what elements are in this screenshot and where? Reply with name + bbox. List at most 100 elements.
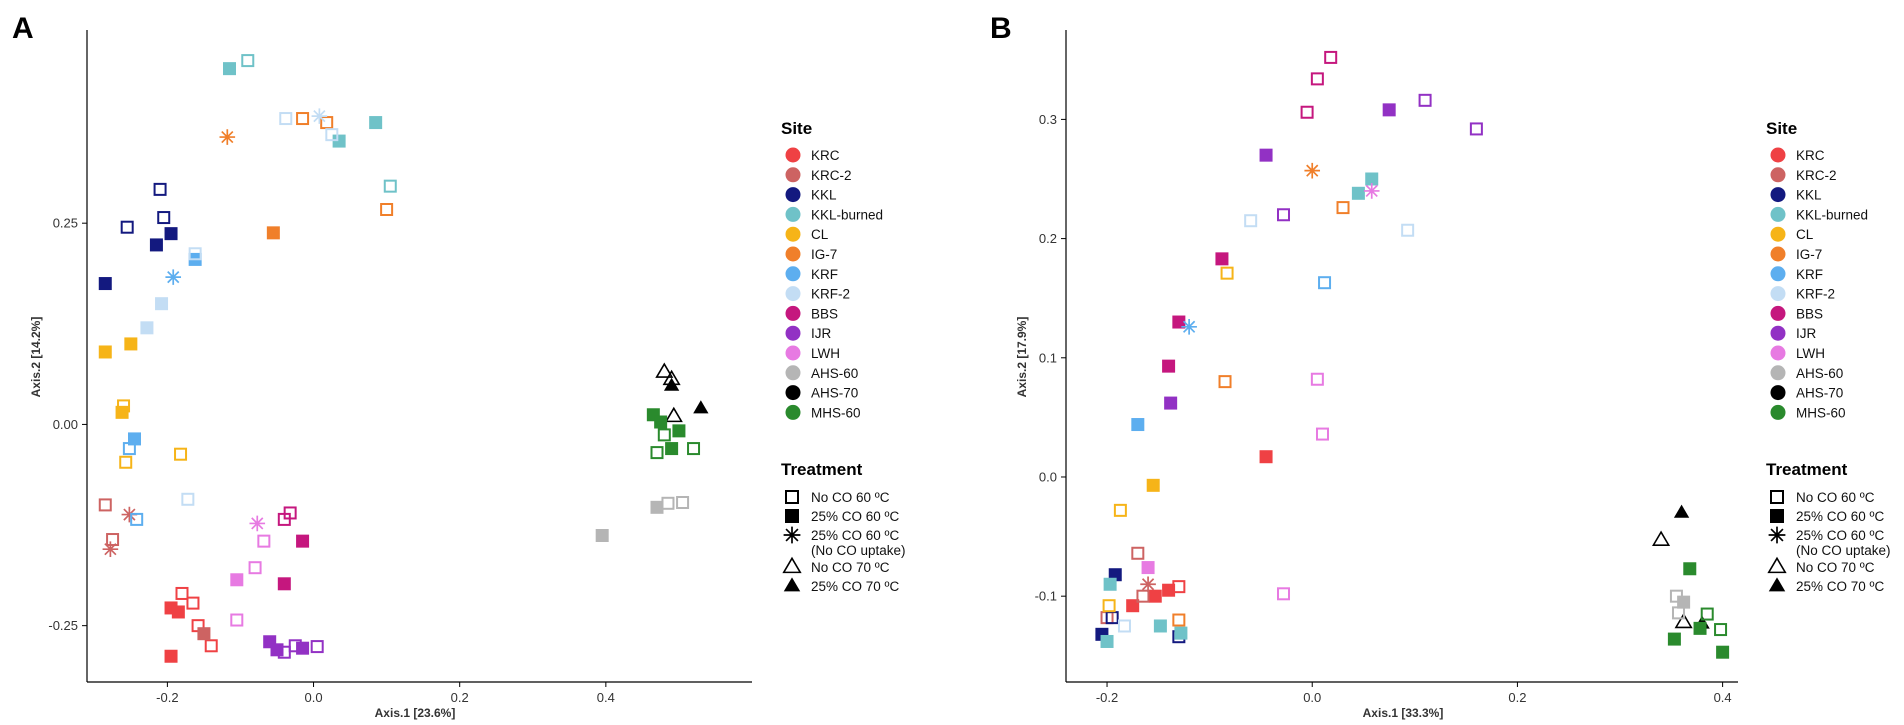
panel-a-legend-label-krf: KRF bbox=[811, 267, 838, 282]
panel-a-legend: Site KRC KRC-2 KKL KKL-burned CL IG-7 KRF KRF-2… bbox=[781, 119, 906, 594]
panel-b-legend-key-bbs bbox=[1770, 305, 1786, 321]
panel-b-point-kkl-burned-filled-square bbox=[1365, 172, 1379, 186]
panel-a-point-ahs-70-filled-triangle bbox=[663, 377, 680, 391]
panel-a-legend-label-krc-2: KRC-2 bbox=[811, 168, 852, 183]
panel-b-point-krc-open-square bbox=[1172, 580, 1186, 594]
panel-a-y-tick-label: 0.25 bbox=[53, 216, 78, 231]
panel-b-point-ig-7-asterisk bbox=[1304, 162, 1321, 179]
panel-b-y-tick-label: 0.2 bbox=[1039, 231, 1057, 246]
panel-a-point-cl-filled-square bbox=[124, 337, 138, 351]
panel-a-point-krf-2-open-square bbox=[181, 492, 195, 506]
panel-a-point-krf-2-open-square bbox=[188, 247, 202, 261]
panel-a-point-kkl-filled-square bbox=[164, 227, 178, 241]
panel-a-point-ig-7-open-square bbox=[380, 203, 394, 217]
panel-b-plot-area: -0.2 0.0 0.2 0.4 -0.1 0.0 0.1 0.2 0.3 bbox=[1035, 30, 1738, 705]
panel-b-point-krc-filled-square bbox=[1259, 450, 1273, 464]
panel-b-point-mhs-60-open-square bbox=[1700, 607, 1714, 621]
panel-b-legend-key-krf-2 bbox=[1770, 286, 1786, 302]
panel-a-legend-label-asterisk-line2: (No CO uptake) bbox=[811, 543, 906, 558]
panel-a-legend-key-kkl-burned bbox=[785, 206, 801, 222]
panel-a-point-krc-open-square bbox=[204, 639, 218, 653]
panel-a-legend-key-krc bbox=[785, 147, 801, 163]
panel-b-point-ig-7-open-square bbox=[1336, 201, 1350, 215]
panel-a-point-ahs-60-filled-square bbox=[650, 500, 664, 514]
panel-a-legend-key-krf-2 bbox=[785, 286, 801, 302]
panel-b-legend-treatment-title: Treatment bbox=[1766, 460, 1848, 479]
panel-b-point-kkl-burned-filled-square bbox=[1174, 626, 1188, 640]
panel-b-point-krc-2-open-square bbox=[1136, 589, 1150, 603]
panel-b-x-tick-label: -0.2 bbox=[1096, 690, 1118, 705]
panel-b-point-cl-open-square bbox=[1102, 599, 1116, 613]
panel-b-point-kkl-burned-filled-square bbox=[1100, 634, 1114, 648]
panel-a-point-ijr-filled-square bbox=[270, 643, 284, 657]
panel-b-legend-label-kkl: KKL bbox=[1796, 188, 1822, 203]
panel-a-point-ahs-70-filled-triangle bbox=[693, 400, 709, 414]
panel-a-x-tick-label: 0.4 bbox=[597, 690, 615, 705]
panel-b-legend-key-mhs-60 bbox=[1770, 404, 1786, 420]
panel-a-point-kkl-burned-open-square bbox=[241, 54, 255, 68]
panel-b-legend-label-ahs-60: AHS-60 bbox=[1796, 366, 1843, 381]
panel-a-legend-label-open-square: No CO 60 ºC bbox=[811, 490, 890, 505]
panel-a-point-krf-open-square bbox=[122, 442, 136, 456]
panel-a-point-ahs-60-open-square bbox=[676, 495, 690, 509]
panel-b-legend: Site KRC KRC-2 KKL KKL-burned CL IG-7 KRF KRF-2… bbox=[1766, 119, 1891, 594]
panel-a-point-bbs-filled-square bbox=[277, 577, 291, 591]
panel-b-point-ijr-open-square bbox=[1469, 122, 1483, 136]
panel-a-point-ahs-60-filled-square bbox=[595, 529, 609, 543]
panel-a-point-ig-7-open-square bbox=[320, 116, 334, 130]
panel-b-legend-key-lwh bbox=[1770, 345, 1786, 361]
panel-b-point-cl-open-square bbox=[1113, 503, 1127, 517]
panel-b-legend-key-ig-7 bbox=[1770, 246, 1786, 262]
panel-b-point-bbs-open-square bbox=[1310, 72, 1324, 86]
panel-a-legend-label-bbs: BBS bbox=[811, 306, 838, 321]
panel-a-y-tick-label: -0.25 bbox=[48, 618, 78, 633]
panel-b-legend-label-cl: CL bbox=[1796, 227, 1814, 242]
panel-a-point-lwh-open-square bbox=[248, 561, 262, 575]
panel-a-point-cl-filled-square bbox=[98, 345, 112, 359]
panel-a-legend-key-krc-2 bbox=[785, 167, 801, 183]
panel-b-letter: B bbox=[990, 12, 1012, 45]
panel-a-legend-label-kkl: KKL bbox=[811, 188, 837, 203]
panel-a-legend-label-ijr: IJR bbox=[811, 326, 832, 341]
panel-a-point-mhs-60-filled-square bbox=[665, 442, 679, 456]
panel-a-point-lwh-open-square bbox=[230, 613, 244, 627]
panel-a-point-ijr-filled-square bbox=[296, 641, 310, 655]
panel-a-legend-label-krf-2: KRF-2 bbox=[811, 287, 850, 302]
panel-b-point-mhs-60-filled-square bbox=[1716, 645, 1730, 659]
panel-b-legend-key-asterisk bbox=[1768, 526, 1786, 544]
panel-a: A -0.2 0.0 0.2 0.4 -0.25 0.00 0.25 Axis.1 [23.… bbox=[12, 12, 906, 720]
panel-a-point-krc-2-open-square bbox=[106, 533, 120, 547]
panel-a-point-krf-open-square bbox=[130, 512, 144, 526]
panel-a-legend-key-filled-triangle bbox=[783, 577, 801, 592]
panel-a-point-krc-2-filled-square bbox=[197, 627, 211, 641]
panel-b-x-tick-label: 0.4 bbox=[1714, 690, 1732, 705]
panel-b-points bbox=[1095, 50, 1730, 659]
panel-a-point-kkl-burned-filled-square bbox=[332, 134, 346, 148]
panel-a-point-lwh-asterisk bbox=[249, 515, 266, 532]
panel-b-legend-key-filled-triangle bbox=[1768, 577, 1786, 592]
panel-a-point-ahs-70-open-triangle bbox=[655, 362, 674, 378]
panel-a-legend-key-kkl bbox=[785, 187, 801, 203]
panel-a-legend-label-filled-square: 25% CO 60 ºC bbox=[811, 509, 899, 524]
panel-a-legend-label-mhs-60: MHS-60 bbox=[811, 405, 861, 420]
panel-a-points bbox=[98, 54, 709, 663]
panel-b-legend-label-filled-triangle: 25% CO 70 ºC bbox=[1796, 579, 1884, 594]
panel-a-point-mhs-60-filled-square bbox=[654, 415, 668, 429]
panel-b-point-lwh-asterisk bbox=[1363, 183, 1380, 199]
panel-a-legend-key-ahs-60 bbox=[785, 365, 801, 381]
panel-b-point-bbs-open-square bbox=[1300, 105, 1314, 119]
panel-a-point-kkl-filled-square bbox=[149, 238, 163, 252]
panel-b-legend-label-krc-2: KRC-2 bbox=[1796, 168, 1837, 183]
panel-b-point-lwh-open-square bbox=[1277, 587, 1291, 601]
panel-a-point-lwh-filled-square bbox=[230, 573, 244, 587]
panel-a-point-cl-open-square bbox=[174, 447, 188, 461]
panel-b-point-kkl-burned-filled-square bbox=[1153, 619, 1167, 633]
panel-b: B -0.2 0.0 0.2 0.4 -0.1 0.0 0.1 0.2 0.3 Axis.1 [… bbox=[990, 12, 1891, 720]
panel-a-point-krc-open-square bbox=[175, 586, 189, 600]
panel-b-legend-key-open-square bbox=[1770, 490, 1784, 504]
panel-b-point-mhs-60-filled-square bbox=[1683, 562, 1697, 576]
panel-b-legend-label-ig-7: IG-7 bbox=[1796, 247, 1822, 262]
panel-a-legend-label-open-triangle: No CO 70 ºC bbox=[811, 560, 890, 575]
